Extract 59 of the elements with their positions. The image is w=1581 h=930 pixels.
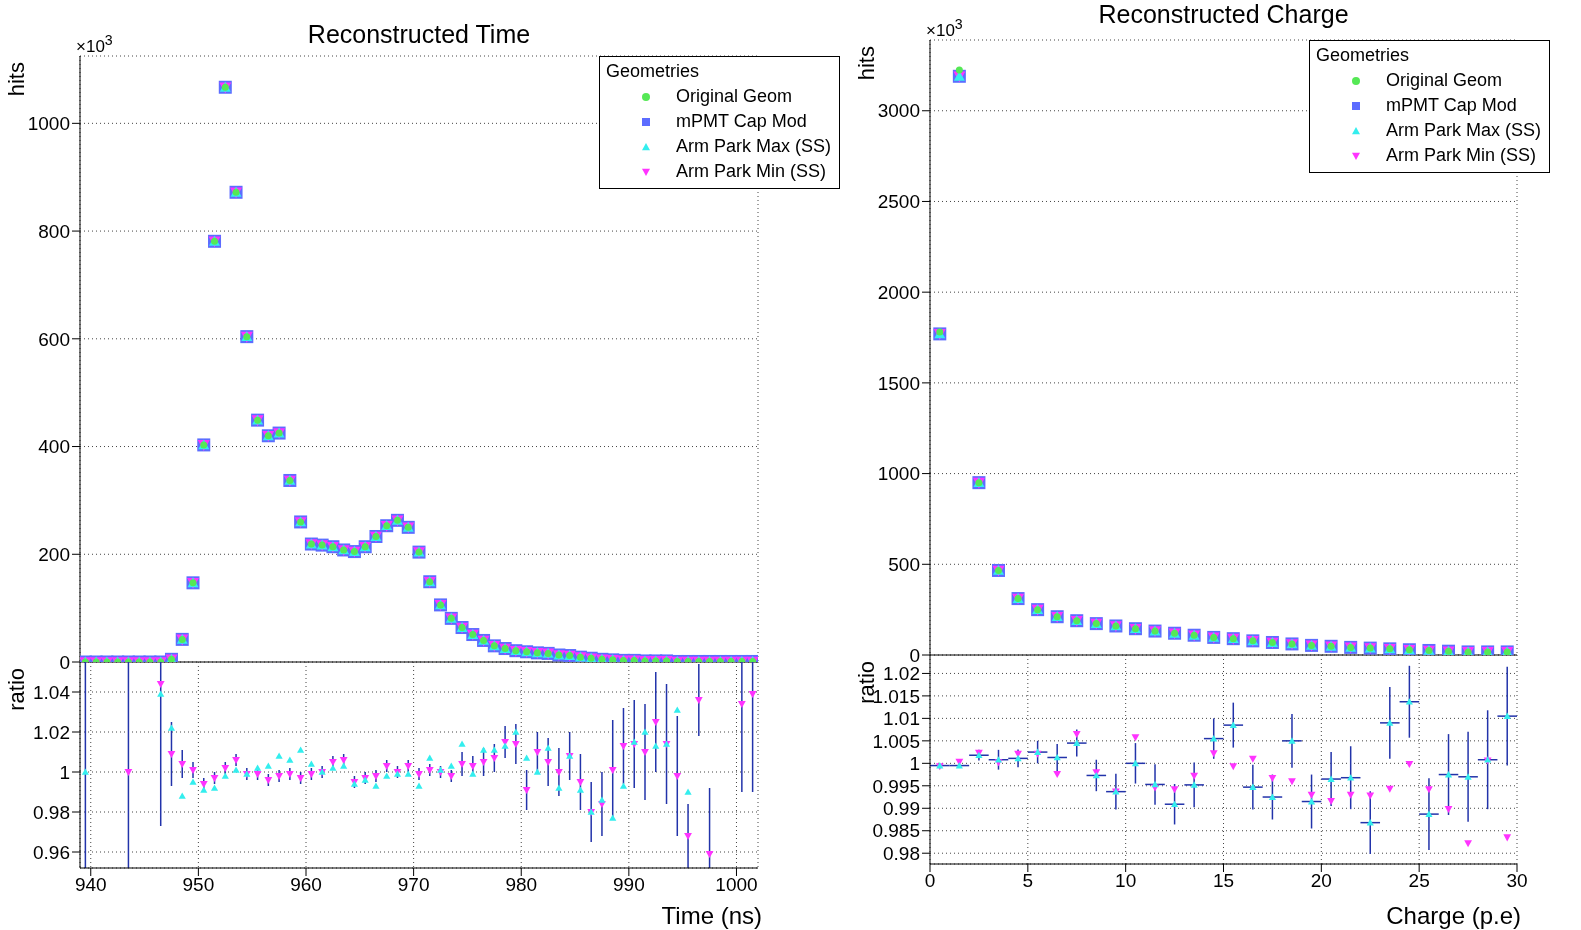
legend-label: mPMT Cap Mod bbox=[1385, 94, 1517, 117]
y-tick-label: 1.005 bbox=[872, 730, 920, 752]
x-tick-label: 960 bbox=[290, 874, 322, 896]
legend-title: Geometries bbox=[605, 60, 701, 83]
x-tick-label: 970 bbox=[397, 874, 430, 896]
y-tick-label: 0.985 bbox=[872, 820, 920, 842]
chart-title: Reconstructed Time bbox=[307, 20, 531, 48]
legend-label: mPMT Cap Mod bbox=[675, 110, 807, 133]
y-tick-label: 0.98 bbox=[33, 801, 70, 823]
x-tick-label: 980 bbox=[505, 874, 538, 896]
legend-label: Arm Park Max (SS) bbox=[675, 135, 831, 158]
y-tick-label: 0.99 bbox=[883, 798, 920, 820]
x-tick-label: 940 bbox=[74, 874, 107, 896]
y-tick-label: 1.04 bbox=[33, 681, 71, 703]
y-tick-label: 3000 bbox=[877, 100, 920, 122]
x-tick-label: 20 bbox=[1310, 870, 1332, 892]
y-tick-label: 0.995 bbox=[872, 775, 920, 797]
y-tick-label: 500 bbox=[888, 554, 920, 576]
y-tick-label: 0 bbox=[59, 651, 70, 673]
x-axis-title: Time (ns) bbox=[661, 902, 762, 929]
y-tick-label: 1.02 bbox=[883, 663, 920, 685]
legend-label: Arm Park Min (SS) bbox=[675, 160, 826, 183]
y-tick-label: 0.98 bbox=[883, 842, 920, 864]
legend-label: Original Geom bbox=[1385, 69, 1503, 92]
y-axis-title: ratio bbox=[4, 668, 29, 711]
text: ×10$^{3}$ bbox=[76, 32, 113, 57]
y-tick-label: 2500 bbox=[877, 191, 920, 213]
y-tick-label: 0.96 bbox=[33, 841, 70, 863]
x-tick-label: 1000 bbox=[715, 874, 758, 896]
y-tick-label: 400 bbox=[38, 436, 70, 458]
y-tick-label: 800 bbox=[38, 220, 70, 242]
y-tick-label: 1 bbox=[59, 761, 70, 783]
y-tick-label: 1500 bbox=[877, 372, 920, 394]
y-tick-label: 1.02 bbox=[33, 721, 70, 743]
x-tick-label: 25 bbox=[1408, 870, 1430, 892]
y-tick-label: 1 bbox=[909, 753, 920, 775]
legend-label: Arm Park Min (SS) bbox=[1385, 144, 1536, 167]
chart-title: Reconstructed Charge bbox=[1098, 0, 1349, 28]
x-axis-title: Charge (p.e) bbox=[1386, 902, 1521, 929]
legend-title: Geometries bbox=[1315, 44, 1411, 67]
x-tick-label: 0 bbox=[924, 870, 936, 892]
x-tick-label: 30 bbox=[1506, 870, 1528, 892]
x-tick-label: 990 bbox=[613, 874, 645, 896]
legend-label: Original Geom bbox=[675, 85, 793, 108]
y-tick-label: 600 bbox=[38, 328, 70, 350]
y-tick-label: 1.01 bbox=[883, 708, 920, 730]
legend-label: Arm Park Max (SS) bbox=[1385, 119, 1541, 142]
y-tick-label: 2000 bbox=[877, 281, 920, 303]
y-tick-label: 1000 bbox=[27, 113, 70, 135]
y-tick-label: 0 bbox=[909, 644, 920, 666]
y-tick-label: 200 bbox=[38, 544, 70, 566]
y-axis-title: hits bbox=[4, 62, 29, 97]
x-tick-label: 950 bbox=[182, 874, 215, 896]
x-tick-label: 5 bbox=[1022, 870, 1034, 892]
y-tick-label: 1000 bbox=[877, 463, 920, 485]
y-axis-title: hits bbox=[854, 46, 879, 81]
x-tick-label: 10 bbox=[1115, 870, 1137, 892]
x-tick-label: 15 bbox=[1212, 870, 1235, 892]
text: ×10$^{3}$ bbox=[926, 16, 963, 41]
